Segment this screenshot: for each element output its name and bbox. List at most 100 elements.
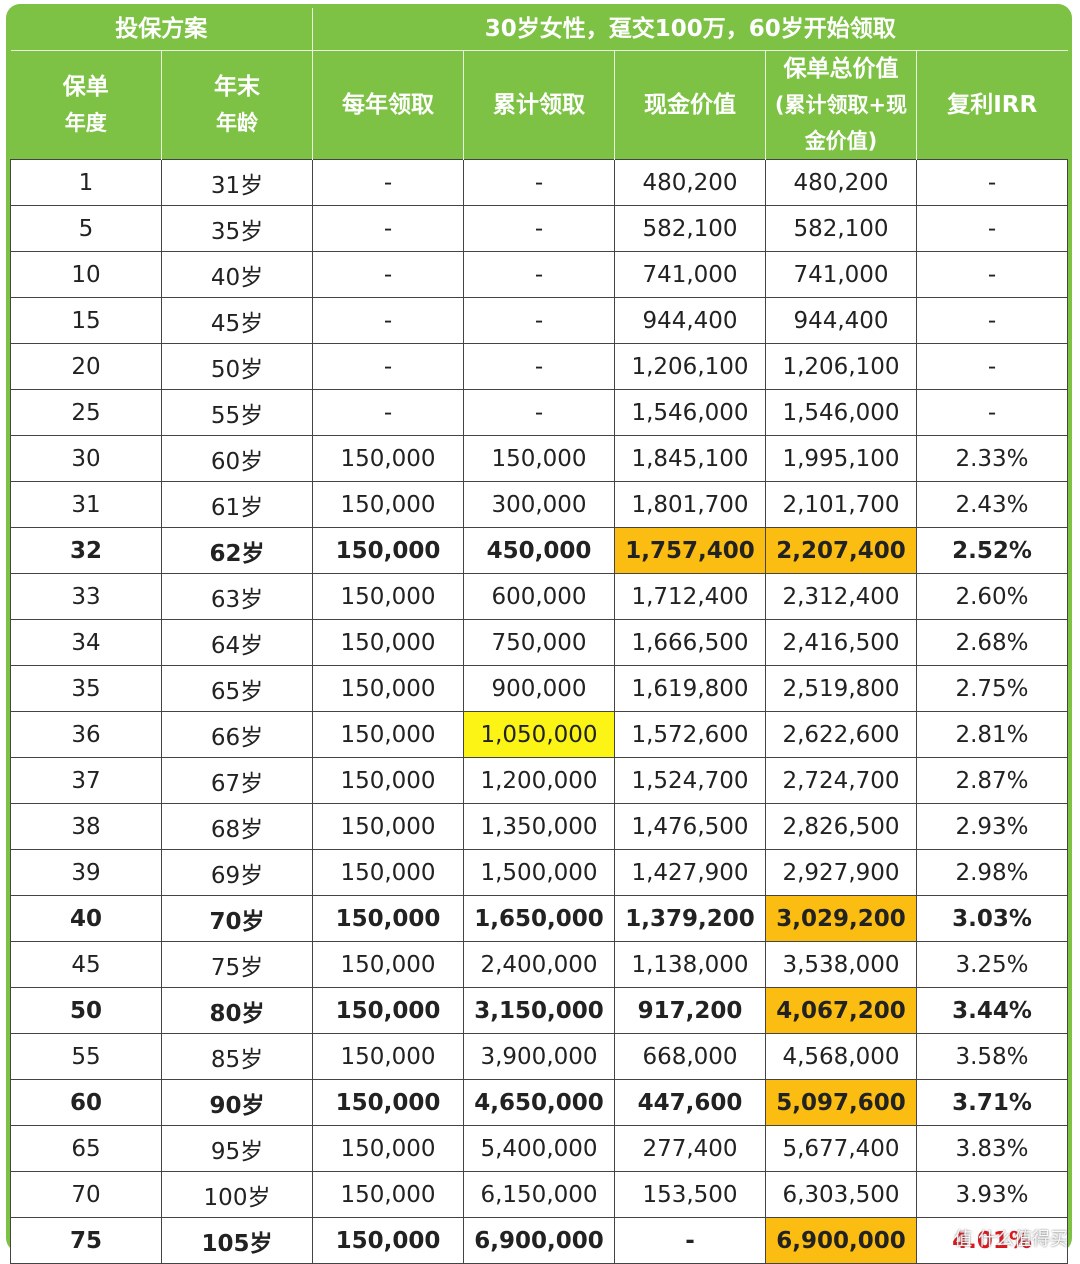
table-cell: 40岁	[161, 251, 313, 298]
table-cell: 2.93%	[916, 803, 1068, 850]
table-cell: 2,724,700	[765, 757, 917, 804]
table-cell: 60	[10, 1079, 162, 1126]
table-cell: 25	[10, 389, 162, 436]
table-cell: 30	[10, 435, 162, 482]
table-cell: 900,000	[463, 665, 615, 712]
table-cell: 2,519,800	[765, 665, 917, 712]
table-cell: -	[463, 251, 615, 298]
table-cell: 3,029,200	[765, 895, 917, 942]
table-row: 45 75岁 150,000 2,400,000 1,138,000 3,538,000 3…	[10, 941, 1068, 988]
table-cell: 1	[10, 159, 162, 206]
table-cell: 2,622,600	[765, 711, 917, 758]
table-cell: 150,000	[312, 1217, 464, 1264]
table-cell: 1,379,200	[614, 895, 766, 942]
column-header: 保单 年度	[11, 51, 162, 160]
table-cell: 70岁	[161, 895, 313, 942]
table-cell: 2.33%	[916, 435, 1068, 482]
table-cell: 917,200	[614, 987, 766, 1034]
watermark: 值 什么值得买	[954, 1229, 1068, 1250]
insurance-table: 投保方案 30岁女性，趸交100万，60岁开始领取 保单 年度 年末 年龄 每年领取 累计…	[10, 8, 1068, 1264]
table-cell: 150,000	[312, 895, 464, 942]
table-cell: 150,000	[463, 435, 615, 482]
table-cell: 150,000	[312, 435, 464, 482]
table-row: 38 68岁 150,000 1,350,000 1,476,500 2,826,500 2…	[10, 803, 1068, 850]
table-cell: 2.68%	[916, 619, 1068, 666]
table-cell: 75岁	[161, 941, 313, 988]
column-header-line: 现金价值	[644, 92, 736, 118]
table-cell: 65	[10, 1125, 162, 1172]
table-cell: 150,000	[312, 1079, 464, 1126]
table-cell: 3.25%	[916, 941, 1068, 988]
table-cell: -	[312, 205, 464, 252]
table-cell: 150,000	[312, 665, 464, 712]
table-row: 50 80岁 150,000 3,150,000 917,200 4,067,200 3.4…	[10, 987, 1068, 1034]
table-cell: 2,826,500	[765, 803, 917, 850]
table-cell: 150,000	[312, 941, 464, 988]
table-cell: -	[916, 159, 1068, 206]
table-cell: 668,000	[614, 1033, 766, 1080]
table-cell: 150,000	[312, 849, 464, 896]
table-cell: 150,000	[312, 573, 464, 620]
table-cell: 90岁	[161, 1079, 313, 1126]
table-cell: 4,568,000	[765, 1033, 917, 1080]
table-cell: 2,400,000	[463, 941, 615, 988]
table-cell: 67岁	[161, 757, 313, 804]
table-cell: 3.83%	[916, 1125, 1068, 1172]
table-cell: -	[312, 389, 464, 436]
table-cell: 60岁	[161, 435, 313, 482]
table-cell: 153,500	[614, 1171, 766, 1218]
table-cell: 10	[10, 251, 162, 298]
table-cell: 944,400	[765, 297, 917, 344]
table-row: 20 50岁 - -1,206,100 1,206,100-	[10, 343, 1068, 390]
table-cell: 50	[10, 987, 162, 1034]
table-cell: 105岁	[161, 1217, 313, 1264]
table-cell: 34	[10, 619, 162, 666]
table-cell: 75	[10, 1217, 162, 1264]
table-cell: -	[614, 1217, 766, 1264]
table-cell: 150,000	[312, 1033, 464, 1080]
table-cell: 2.87%	[916, 757, 1068, 804]
table-cell: 95岁	[161, 1125, 313, 1172]
table-row: 34 64岁 150,000 750,000 1,666,500 2,416,500 2.6…	[10, 619, 1068, 666]
table-cell: 1,206,100	[765, 343, 917, 390]
table-cell: 5,400,000	[463, 1125, 615, 1172]
table-cell: 150,000	[312, 527, 464, 574]
table-cell: 55岁	[161, 389, 313, 436]
table-row: 33 63岁 150,000 600,000 1,712,400 2,312,400 2.6…	[10, 573, 1068, 620]
table-cell: 50岁	[161, 343, 313, 390]
table-cell: 3,150,000	[463, 987, 615, 1034]
table-cell: 65岁	[161, 665, 313, 712]
table-cell: 39	[10, 849, 162, 896]
table-cell: 600,000	[463, 573, 615, 620]
table-cell: 2,101,700	[765, 481, 917, 528]
table-row: 5 35岁 - -582,100 582,100-	[10, 205, 1068, 252]
table-cell: 150,000	[312, 619, 464, 666]
table-cell: -	[916, 251, 1068, 298]
table-row: 15 45岁 - -944,400 944,400-	[10, 297, 1068, 344]
column-header-line: 累计领取	[493, 92, 585, 118]
table-cell: 64岁	[161, 619, 313, 666]
table-cell: -	[916, 343, 1068, 390]
table-cell: 2,312,400	[765, 573, 917, 620]
column-header-line: 年龄	[216, 111, 258, 135]
table-row: 39 69岁 150,000 1,500,000 1,427,900 2,927,900 2…	[10, 849, 1068, 896]
table-cell: 450,000	[463, 527, 615, 574]
table-row: 55 85岁 150,000 3,900,000 668,000 4,568,000 3.5…	[10, 1033, 1068, 1080]
table-cell: 582,100	[765, 205, 917, 252]
table-cell: 2.75%	[916, 665, 1068, 712]
table-cell: 1,350,000	[463, 803, 615, 850]
table-row: 60 90岁 150,000 4,650,000 447,600 5,097,600 3.7…	[10, 1079, 1068, 1126]
table-row: 31 61岁 150,000 300,000 1,801,700 2,101,700 2.4…	[10, 481, 1068, 528]
table-cell: 35	[10, 665, 162, 712]
table-cell: 4.01%	[916, 1217, 1068, 1264]
table-cell: 62岁	[161, 527, 313, 574]
table-cell: 150,000	[312, 803, 464, 850]
table-cell: 6,150,000	[463, 1171, 615, 1218]
table-cell: 480,200	[765, 159, 917, 206]
table-cell: 85岁	[161, 1033, 313, 1080]
table-cell: 2.60%	[916, 573, 1068, 620]
table-cell: 31	[10, 481, 162, 528]
table-cell: 3,538,000	[765, 941, 917, 988]
table-cell: 150,000	[312, 1171, 464, 1218]
table-cell: -	[463, 159, 615, 206]
